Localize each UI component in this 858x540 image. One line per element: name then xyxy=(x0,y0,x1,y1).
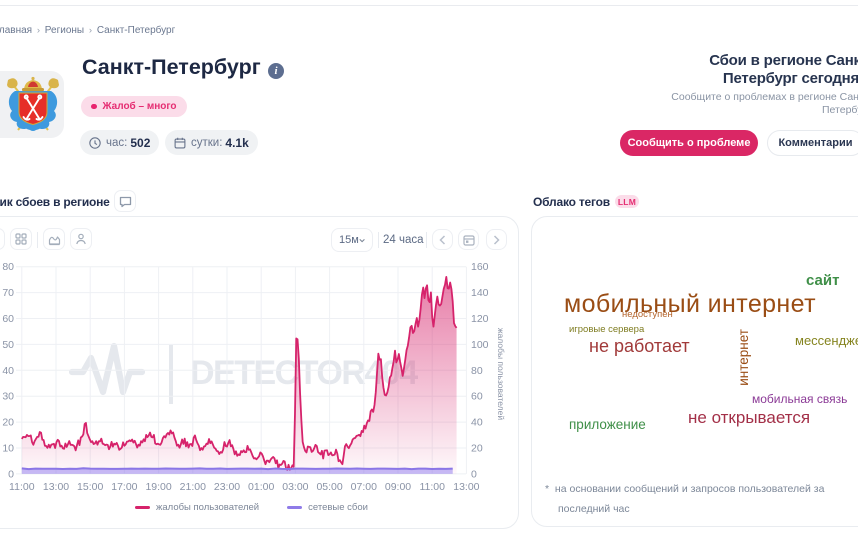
svg-text:03:00: 03:00 xyxy=(282,481,308,493)
svg-text:11:00: 11:00 xyxy=(9,481,35,493)
svg-text:15:00: 15:00 xyxy=(77,481,103,493)
svg-text:30: 30 xyxy=(2,391,14,403)
svg-text:0: 0 xyxy=(8,468,14,480)
svg-text:40: 40 xyxy=(471,417,483,429)
svg-text:11:00: 11:00 xyxy=(419,481,445,493)
svg-text:20: 20 xyxy=(2,417,14,429)
svg-text:40: 40 xyxy=(2,365,14,377)
svg-text:80: 80 xyxy=(2,261,14,273)
svg-text:20: 20 xyxy=(471,443,483,455)
svg-text:160: 160 xyxy=(471,261,489,273)
svg-text:13:00: 13:00 xyxy=(43,481,69,493)
svg-text:50: 50 xyxy=(2,339,14,351)
svg-text:05:00: 05:00 xyxy=(316,481,342,493)
svg-text:0: 0 xyxy=(471,468,477,480)
svg-text:13:00: 13:00 xyxy=(453,481,479,493)
svg-text:70: 70 xyxy=(2,287,14,299)
svg-text:07:00: 07:00 xyxy=(351,481,377,493)
svg-text:140: 140 xyxy=(471,287,489,299)
svg-text:01:00: 01:00 xyxy=(248,481,274,493)
svg-text:жалобы пользователей: жалобы пользователей xyxy=(496,328,506,420)
svg-text:23:00: 23:00 xyxy=(214,481,240,493)
svg-text:60: 60 xyxy=(471,391,483,403)
svg-text:21:00: 21:00 xyxy=(180,481,206,493)
svg-text:100: 100 xyxy=(471,339,489,351)
svg-text:10: 10 xyxy=(2,443,14,455)
svg-text:120: 120 xyxy=(471,313,489,325)
svg-text:80: 80 xyxy=(471,365,483,377)
svg-text:17:00: 17:00 xyxy=(111,481,137,493)
svg-text:19:00: 19:00 xyxy=(145,481,171,493)
svg-text:60: 60 xyxy=(2,313,14,325)
svg-text:09:00: 09:00 xyxy=(385,481,411,493)
